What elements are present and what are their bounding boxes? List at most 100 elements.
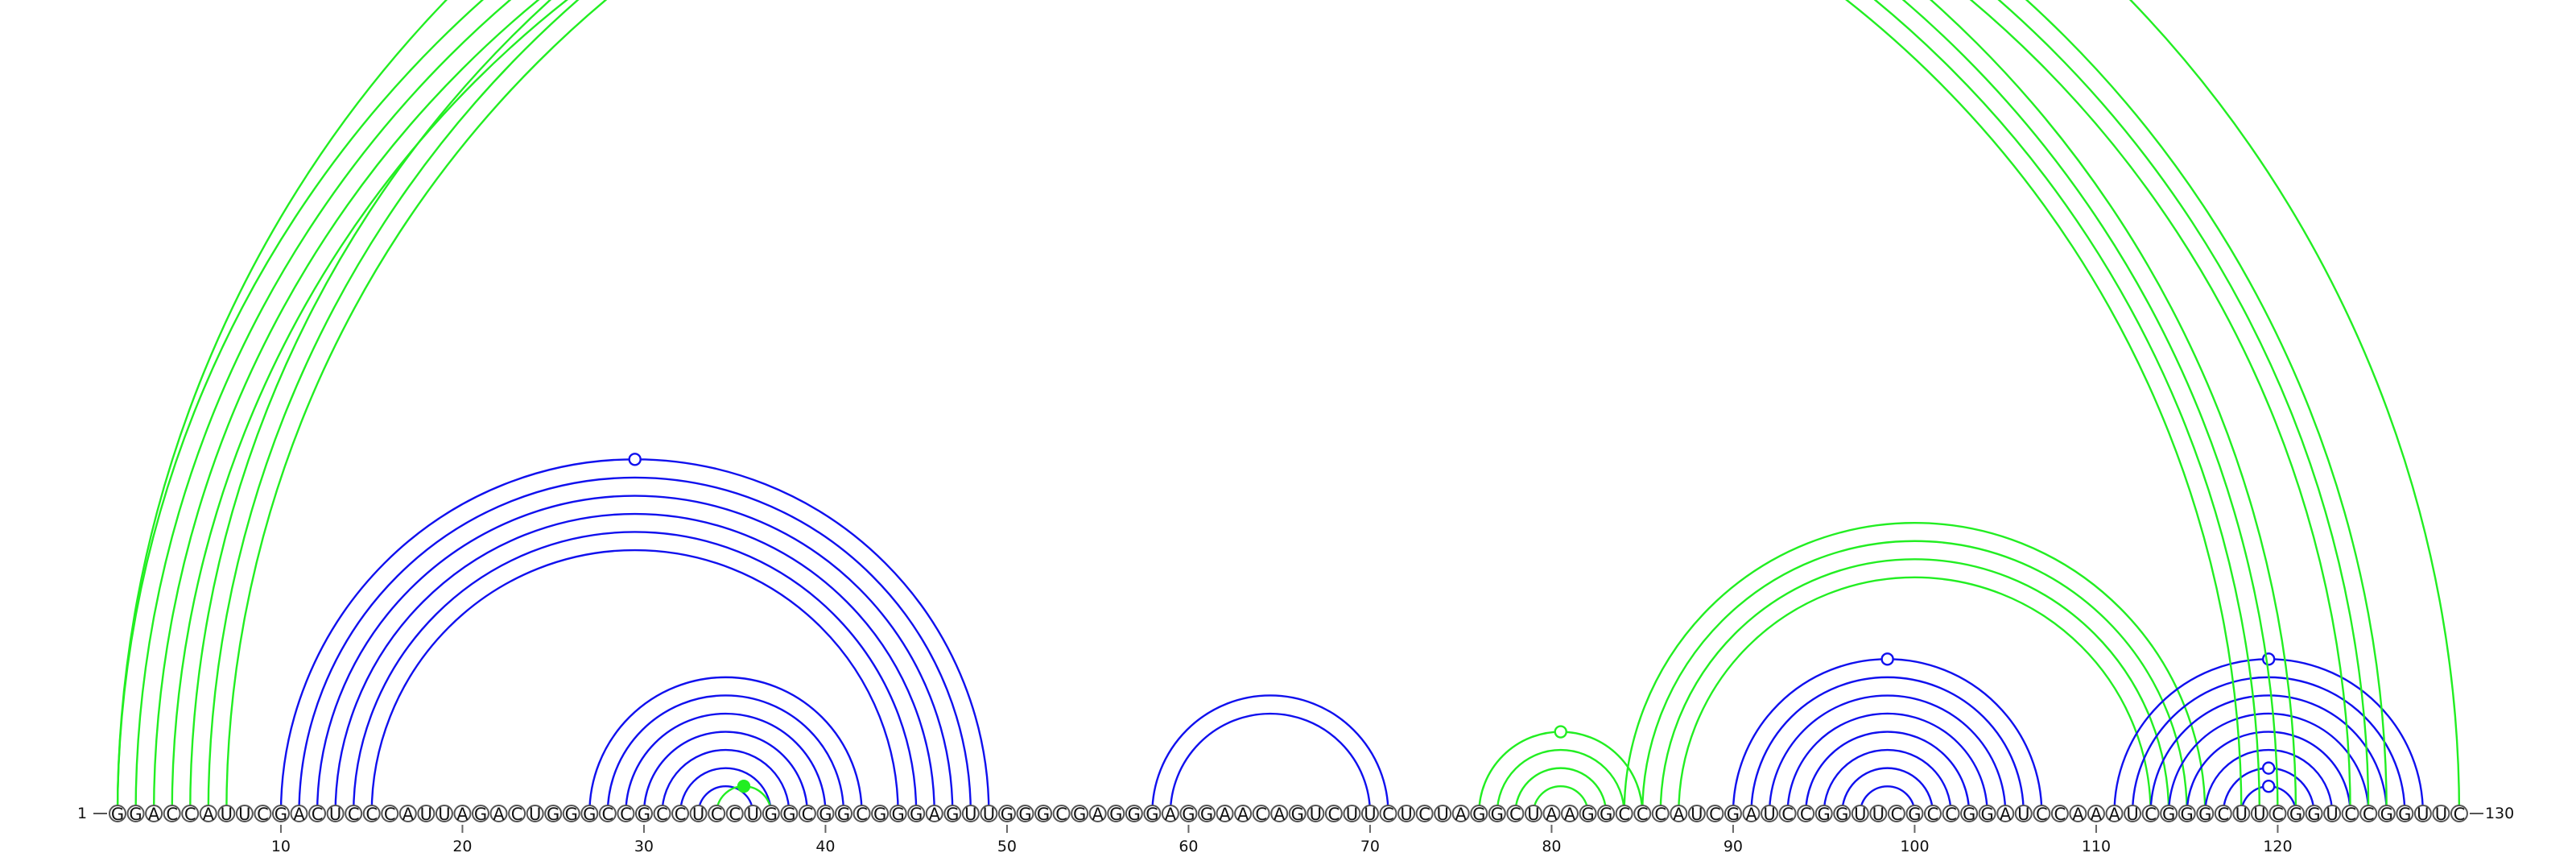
nucleotide-33: U	[689, 805, 708, 824]
svg-text:A: A	[1546, 805, 1558, 824]
nucleotide-57: G	[1125, 805, 1143, 824]
nucleotide-102: C	[1942, 805, 1960, 824]
svg-text:G: G	[1472, 805, 1485, 824]
nucleotide-111: A	[2105, 805, 2124, 824]
nucleotide-29: C	[617, 805, 635, 824]
svg-text:C: C	[2272, 805, 2284, 824]
nucleotide-38: G	[780, 805, 799, 824]
svg-text:C: C	[511, 805, 523, 824]
svg-text:G: G	[1981, 805, 1994, 824]
svg-text:G: G	[1491, 805, 1504, 824]
nucleotide-2: G	[126, 805, 145, 824]
svg-text:C: C	[2363, 805, 2375, 824]
base-pair-arc-15-44	[370, 549, 899, 814]
nucleotide-62: A	[1216, 805, 1234, 824]
base-pair-arc-92-105	[1768, 694, 2007, 814]
nucleotide-69: U	[1343, 805, 1361, 824]
base-pair-arc-95-102	[1823, 748, 1952, 814]
nucleotide-23: C	[508, 805, 526, 824]
svg-text:G: G	[2307, 805, 2320, 824]
svg-text:U: U	[1763, 805, 1775, 824]
nucleotide-120: C	[2268, 805, 2287, 824]
nucleotide-96: G	[1833, 805, 1852, 824]
svg-text:A: A	[203, 805, 215, 824]
svg-text:U: U	[2435, 805, 2447, 824]
nucleotide-92: U	[1761, 805, 1779, 824]
svg-text:C: C	[656, 805, 668, 824]
nucleotide-45: G	[907, 805, 926, 824]
nucleotide-93: C	[1778, 805, 1797, 824]
tick-label-110: 110	[2082, 838, 2111, 855]
svg-text:G: G	[583, 805, 596, 824]
svg-text:G: G	[765, 805, 778, 824]
svg-text:U: U	[329, 805, 341, 824]
base-pair-arc-87-113	[1678, 576, 2152, 814]
base-pair-arc-33-36	[697, 785, 754, 814]
nucleotide-41: G	[835, 805, 852, 824]
nucleotide-103: G	[1960, 805, 1979, 824]
nucleotide-34: C	[708, 805, 726, 824]
nucleotide-32: C	[671, 805, 690, 824]
svg-text:U: U	[1436, 805, 1448, 824]
svg-text:C: C	[1509, 805, 1521, 824]
nucleotide-130: C	[2450, 805, 2468, 824]
nucleotide-27: G	[580, 805, 599, 824]
svg-text:A: A	[1455, 805, 1468, 824]
nucleotide-15: C	[362, 805, 381, 824]
svg-text:A: A	[1165, 805, 1177, 824]
tick-label-70: 70	[1360, 838, 1380, 855]
svg-text:G: G	[910, 805, 923, 824]
nucleotide-21: G	[472, 805, 489, 824]
tick-label-90: 90	[1724, 838, 1743, 855]
svg-text:C: C	[1637, 805, 1649, 824]
svg-text:C: C	[2454, 805, 2466, 824]
nucleotide-88: U	[1687, 805, 1706, 824]
nucleotide-19: U	[435, 805, 453, 824]
svg-text:G: G	[1835, 805, 1848, 824]
svg-text:C: C	[1654, 805, 1666, 824]
backbone-layer: 1 130	[77, 805, 2514, 822]
svg-text:U: U	[2235, 805, 2248, 824]
base-pair-arc-85-115	[1641, 540, 2188, 814]
svg-text:U: U	[1346, 805, 1358, 824]
nucleotide-98: U	[1869, 805, 1888, 824]
nucleotide-49: U	[980, 805, 998, 824]
svg-text:G: G	[1600, 805, 1612, 824]
nucleotide-18: U	[417, 805, 436, 824]
nucleotide-122: G	[2305, 805, 2323, 824]
nucleotide-91: A	[1742, 805, 1761, 824]
svg-text:C: C	[2054, 805, 2066, 824]
nucleotide-37: G	[762, 805, 780, 824]
tick-label-20: 20	[452, 838, 472, 855]
nucleotide-64: C	[1252, 805, 1270, 824]
svg-text:G: G	[1291, 805, 1304, 824]
nucleotide-128: U	[2413, 805, 2432, 824]
base-pair-arc-7-124	[226, 0, 2350, 814]
base-pair-arc-29-40	[625, 712, 827, 814]
nucleotide-60: G	[1179, 805, 1198, 824]
svg-text:U: U	[221, 805, 233, 824]
nucleotide-44: G	[889, 805, 907, 824]
svg-text:G: G	[1818, 805, 1831, 824]
nucleotide-5: C	[181, 805, 200, 824]
svg-text:C: C	[1382, 805, 1394, 824]
svg-text:G: G	[1001, 805, 1013, 824]
nucleotide-25: G	[544, 805, 563, 824]
base-pair-arc-59-70	[1169, 712, 1372, 814]
nucleotide-65: A	[1270, 805, 1289, 824]
nucleotide-116: G	[2196, 805, 2215, 824]
svg-text:U: U	[1872, 805, 1885, 824]
svg-text:A: A	[2108, 805, 2120, 824]
tick-label-60: 60	[1179, 838, 1198, 855]
base-pair-arc-3-119	[152, 0, 2261, 814]
svg-text:C: C	[365, 805, 378, 824]
svg-text:C: C	[312, 805, 324, 824]
svg-text:U: U	[2417, 805, 2429, 824]
svg-text:C: C	[184, 805, 196, 824]
nucleotide-107: C	[2033, 805, 2051, 824]
nucleotide-125: C	[2359, 805, 2378, 824]
base-pair-arc-32-37	[679, 767, 772, 814]
svg-text:G: G	[275, 805, 287, 824]
svg-text:U: U	[420, 805, 432, 824]
svg-text:U: U	[1690, 805, 1703, 824]
